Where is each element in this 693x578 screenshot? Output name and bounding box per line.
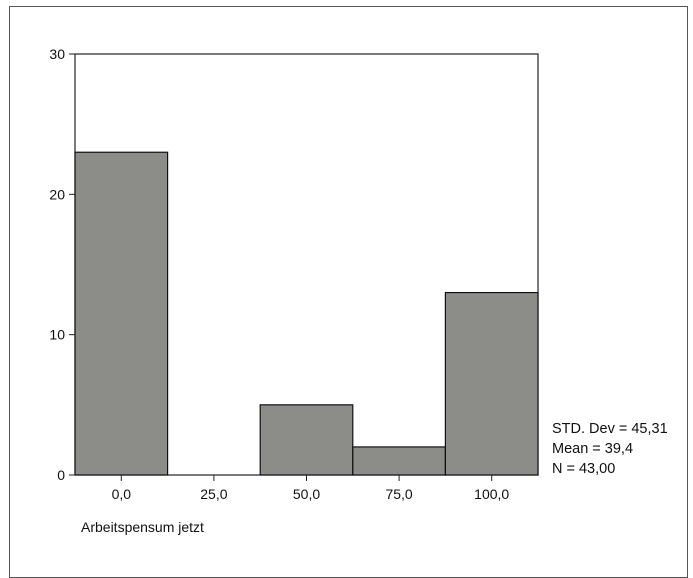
y-tick-label: 10 <box>49 327 65 343</box>
histogram-bar <box>74 151 169 476</box>
x-tick-label: 100,0 <box>474 486 509 502</box>
x-tick-label: 25,0 <box>200 486 227 502</box>
y-tick-label: 0 <box>57 467 65 483</box>
stat-std-dev: STD. Dev = 45,31 <box>552 421 668 437</box>
x-tick-label: 0,0 <box>112 486 132 502</box>
y-tick-label: 20 <box>49 186 65 202</box>
x-tick-label: 50,0 <box>293 486 320 502</box>
histogram-bar <box>259 404 354 476</box>
histogram-bar <box>444 291 539 476</box>
histogram-bar <box>352 446 446 476</box>
x-tick-label: 75,0 <box>385 486 412 502</box>
y-tick-label: 30 <box>49 46 65 62</box>
x-axis-label: Arbeitspensum jetzt <box>81 519 204 535</box>
stat-n: N = 43,00 <box>552 461 615 477</box>
stat-mean: Mean = 39,4 <box>552 441 633 457</box>
